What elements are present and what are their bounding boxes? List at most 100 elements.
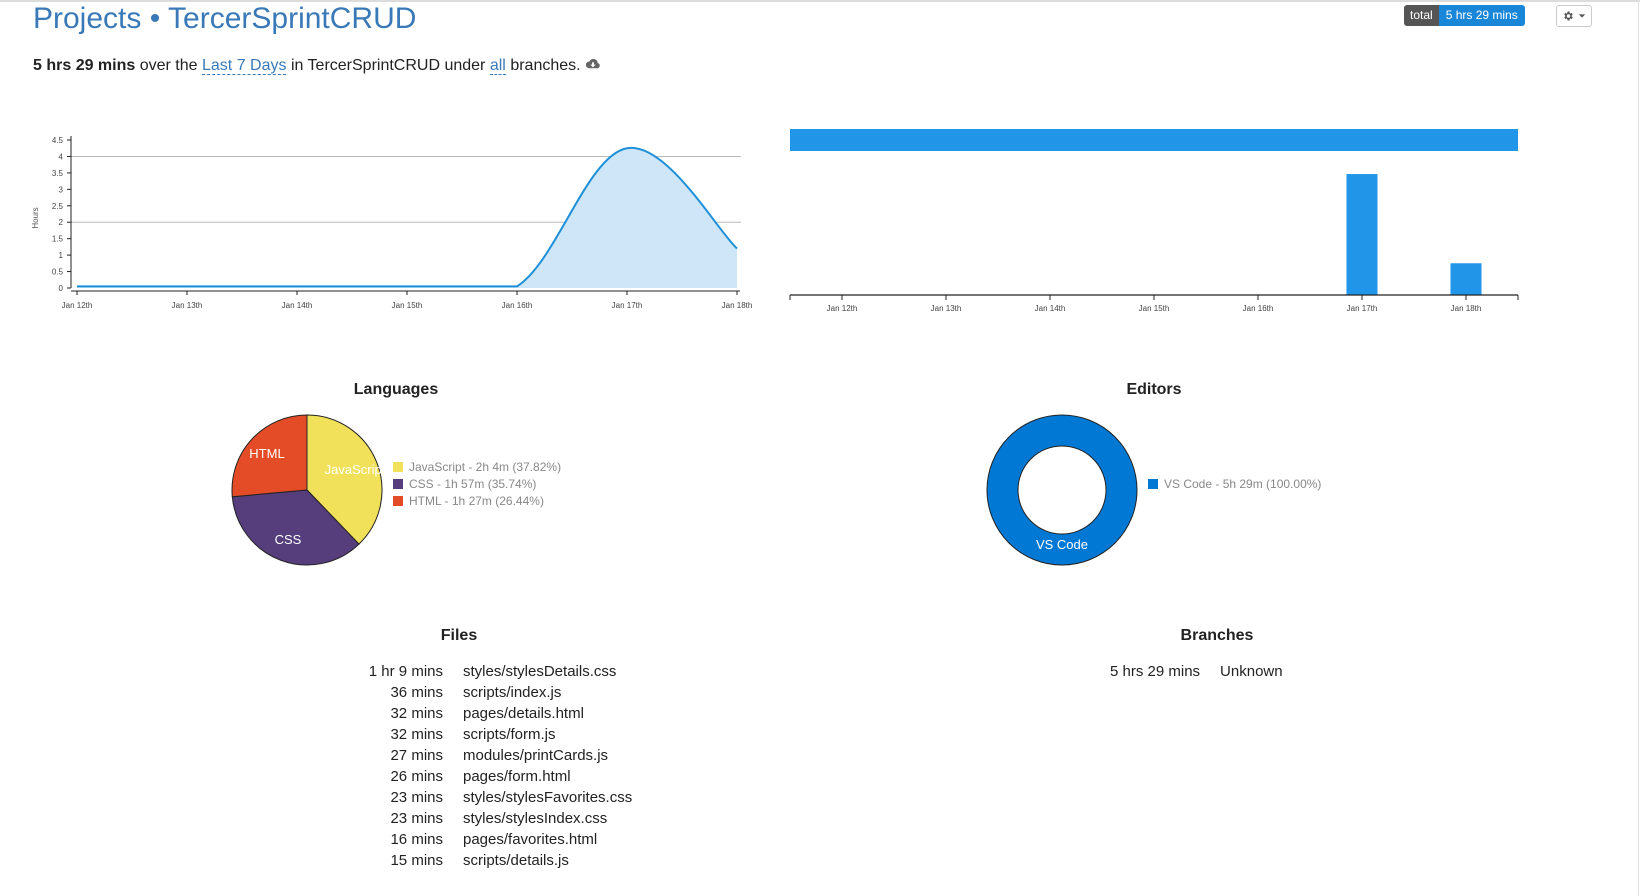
bar-x-tick-label: Jan 15th [1139,304,1170,313]
file-name[interactable]: pages/favorites.html [463,831,598,848]
legend-item: HTML - 1h 27m (26.44%) [393,492,561,509]
day-bar[interactable] [1346,174,1378,295]
area-x-tick-label: Jan 16th [502,301,533,310]
area-y-tick-label: 2.5 [52,202,64,211]
settings-dropdown-button[interactable] [1556,5,1592,27]
legend-label: CSS - 1h 57m (35.74%) [409,476,537,491]
area-x-tick-label: Jan 12th [62,301,93,310]
file-row: 16 mins pages/favorites.html [350,829,632,850]
languages-pie-chart: JavaScript CSS HTML [231,414,386,566]
pie-slice-label: JavaScript [325,462,386,477]
pie-slice[interactable] [987,415,1137,565]
legend-item: JavaScript - 2h 4m (37.82%) [393,458,561,475]
area-y-tick-label: 2 [59,218,64,227]
file-row: 15 mins scripts/details.js [350,850,632,871]
total-badge-label: total [1404,5,1439,26]
pie-slice-label: HTML [249,446,284,461]
legend-swatch [393,495,403,506]
file-row: 32 mins pages/details.html [350,703,632,724]
legend-label: HTML - 1h 27m (26.44%) [409,493,544,508]
breadcrumb-projects-link[interactable]: Projects [33,2,142,35]
file-row: 1 hr 9 mins styles/stylesDetails.css [350,661,632,682]
files-title: Files [440,627,478,644]
languages-legend: JavaScript - 2h 4m (37.82%) CSS - 1h 57m … [393,458,561,509]
area-y-axis-label: Hours [31,207,40,228]
page-title: Projects • TercerSprintCRUD [33,0,416,38]
caret-down-icon [1578,14,1586,18]
file-name[interactable]: scripts/details.js [463,852,569,869]
file-name[interactable]: scripts/index.js [463,684,562,701]
file-time: 23 mins [390,810,443,827]
file-name[interactable]: modules/printCards.js [463,747,609,764]
bar-x-tick-label: Jan 18th [1451,304,1482,313]
summary-text-1: over the [139,57,198,74]
breadcrumb-separator: • [149,2,161,35]
legend-item: CSS - 1h 57m (35.74%) [393,475,561,492]
file-time: 26 mins [390,768,443,785]
file-time: 15 mins [390,852,443,869]
file-row: 32 mins scripts/form.js [350,724,632,745]
file-name[interactable]: styles/stylesFavorites.css [463,789,633,806]
total-time-bar[interactable] [790,129,1518,151]
area-x-tick-label: Jan 17th [612,301,643,310]
pie-slice-label: CSS [275,532,302,547]
area-y-tick-label: 1 [59,251,64,260]
area-y-tick-label: 4.5 [52,136,64,145]
file-name[interactable]: pages/form.html [463,768,571,785]
file-row: 23 mins styles/stylesIndex.css [350,808,632,829]
branch-time: 5 hrs 29 mins [1110,663,1201,680]
bar-x-tick-label: Jan 14th [1035,304,1066,313]
languages-title: Languages [353,381,439,398]
file-row: 27 mins modules/printCards.js [350,745,632,766]
pie-slice[interactable] [306,414,383,545]
area-x-tick-label: Jan 14th [282,301,313,310]
area-x-tick-label: Jan 18th [722,301,753,310]
summary-duration: 5 hrs 29 mins [33,57,136,74]
legend-swatch [393,478,403,489]
bar-x-tick-label: Jan 12th [827,304,858,313]
file-time: 36 mins [390,684,443,701]
file-name[interactable]: pages/details.html [463,705,584,722]
pie-slice[interactable] [231,414,308,498]
file-time: 16 mins [390,831,443,848]
area-y-tick-label: 0 [59,284,64,293]
date-range-link[interactable]: Last 7 Days [202,57,287,75]
total-time-badge: total 5 hrs 29 mins [1404,5,1525,26]
area-line [77,147,738,288]
cloud-download-icon[interactable] [585,58,601,70]
area-x-tick-label: Jan 15th [392,301,423,310]
summary-line: 5 hrs 29 mins over the Last 7 Days in Te… [33,55,601,77]
branches-filter-link[interactable]: all [489,57,506,75]
legend-item: VS Code - 5h 29m (100.00%) [1148,475,1321,492]
gear-icon [1564,11,1573,21]
file-time: 1 hr 9 mins [368,663,443,680]
breadcrumb-project-link[interactable]: TercerSprintCRUD [168,2,417,35]
legend-swatch [1148,478,1158,489]
branch-name[interactable]: Unknown [1220,663,1283,680]
area-fill [77,147,737,288]
pie-slice-label: VS Code [1036,537,1088,552]
legend-swatch [393,461,403,472]
bar-x-tick-label: Jan 17th [1347,304,1378,313]
daily-hours-bar-chart: Jan 12th Jan 13th Jan 14th Jan 15th Jan 16th… [789,129,1519,313]
file-name[interactable]: scripts/form.js [463,726,556,743]
area-y-tick-label: 0.5 [52,268,64,277]
file-time: 23 mins [390,789,443,806]
area-y-tick-label: 3.5 [52,169,64,178]
pie-slice[interactable] [231,489,360,566]
top-border [0,0,1640,2]
right-border [1638,0,1639,896]
summary-text-3: branches. [510,57,581,74]
file-name[interactable]: styles/stylesIndex.css [463,810,608,827]
area-x-tick-label: Jan 13th [172,301,203,310]
file-name[interactable]: styles/stylesDetails.css [463,663,617,680]
area-y-tick-label: 4 [59,152,64,161]
file-time: 32 mins [390,705,443,722]
bar-x-tick-label: Jan 13th [931,304,962,313]
file-row: 26 mins pages/form.html [350,766,632,787]
day-bar[interactable] [1450,263,1482,295]
legend-label: VS Code - 5h 29m (100.00%) [1164,476,1322,491]
bar-x-tick-label: Jan 16th [1243,304,1274,313]
editors-title: Editors [1126,381,1182,398]
legend-label: JavaScript - 2h 4m (37.82%) [409,459,562,474]
